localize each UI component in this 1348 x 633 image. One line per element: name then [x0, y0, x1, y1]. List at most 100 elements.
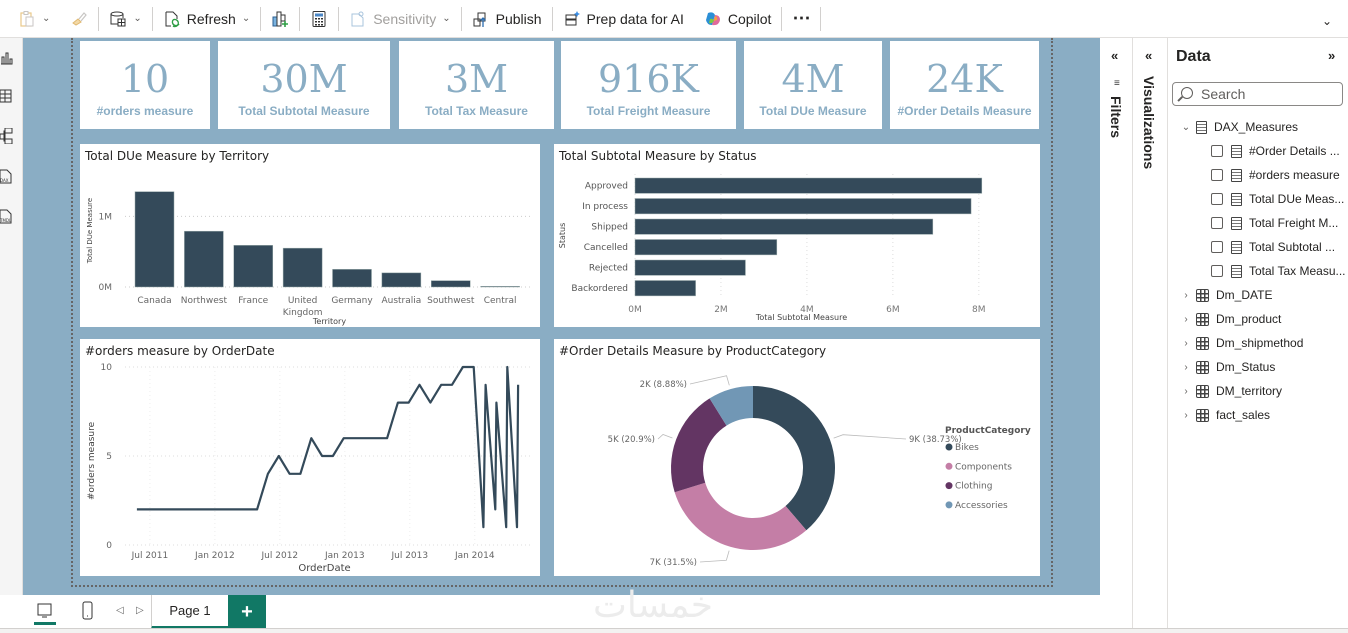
svg-text:DAX: DAX	[0, 178, 9, 183]
line-chart: 0 5 10 Jul 2011 Jan 2012 Jul 2012 Jan 2013 Jul …	[87, 363, 530, 574]
visual-order-details-by-category[interactable]: #Order Details Measure by ProductCategor…	[554, 339, 1040, 576]
kpi-card-subtotal[interactable]: 30M Total Subtotal Measure	[218, 41, 390, 129]
tree-table-item[interactable]: › Dm_product	[1180, 307, 1281, 331]
bar	[480, 286, 520, 288]
collapse-data-icon[interactable]: »	[1328, 48, 1336, 63]
kpi-card-freight[interactable]: 916K Total Freight Measure	[561, 41, 736, 129]
prep-data-label: Prep data for AI	[586, 10, 684, 27]
tree-measure-item[interactable]: Total Subtotal ...	[1211, 235, 1335, 259]
chevron-right-icon[interactable]: ›	[1184, 361, 1188, 373]
measure-name: Total Tax Measu...	[1249, 264, 1346, 278]
toolbar-separator	[781, 6, 783, 31]
mobile-layout-icon[interactable]	[81, 601, 95, 621]
sensitivity-button[interactable]: Sensitivity ⌄	[339, 0, 460, 38]
visual-title: #orders measure by OrderDate	[85, 344, 275, 358]
toolbar-separator	[338, 6, 340, 31]
publish-button[interactable]: Publish	[462, 0, 552, 38]
tree-measure-item[interactable]: #orders measure	[1211, 163, 1340, 187]
x-tick-label: Germany	[331, 296, 373, 306]
data-search-input[interactable]: Search	[1172, 82, 1343, 106]
kpi-card-due[interactable]: 4M Total DUe Measure	[744, 41, 882, 129]
y-tick-label: Shipped	[591, 223, 628, 233]
tree-table-item[interactable]: › Dm_DATE	[1180, 283, 1272, 307]
report-view-icon[interactable]	[0, 50, 14, 66]
kpi-card-orders[interactable]: 10 #orders measure	[80, 41, 210, 129]
donut-slice	[671, 398, 727, 493]
x-tick-label: Jan 2012	[194, 551, 235, 561]
database-table-icon	[110, 11, 126, 26]
table-name: DAX_Measures	[1214, 120, 1299, 134]
prep-data-for-ai-button[interactable]: Prep data for AI	[553, 0, 694, 38]
field-checkbox[interactable]	[1211, 265, 1223, 277]
ribbon-expand-icon[interactable]: ⌄	[1321, 14, 1332, 28]
table-icon	[1196, 312, 1209, 326]
visualizations-pane: « Visualizations	[1133, 38, 1168, 633]
kpi-label: #Order Details Measure	[897, 104, 1032, 118]
toolbar-separator	[820, 6, 822, 31]
field-checkbox[interactable]	[1211, 217, 1223, 229]
copilot-button[interactable]: Copilot	[694, 0, 782, 38]
field-checkbox[interactable]	[1211, 241, 1223, 253]
leader-line	[699, 550, 730, 563]
collapse-filters-icon[interactable]: «	[1111, 48, 1119, 63]
tree-measure-item[interactable]: Total Tax Measu...	[1211, 259, 1346, 283]
chevron-right-icon[interactable]: ›	[1184, 409, 1188, 421]
y-tick-label: 10	[101, 363, 113, 373]
paste-button[interactable]: ⌄	[8, 0, 60, 38]
tree-measure-item[interactable]: Total Freight M...	[1211, 211, 1338, 235]
bar-chart: 0M 2M 4M 6M 8M Approved In process Shipped Cance…	[558, 174, 986, 322]
transform-data-button[interactable]: ⌄	[99, 0, 151, 38]
new-visual-button[interactable]	[261, 0, 299, 38]
format-painter-button[interactable]	[60, 0, 98, 38]
visual-orders-by-date[interactable]: #orders measure by OrderDate 0 5 10 Jul 201…	[80, 339, 540, 576]
chevron-right-icon[interactable]: ›	[1184, 289, 1188, 301]
desktop-layout-icon[interactable]	[36, 602, 54, 620]
kpi-card-order-details[interactable]: 24K #Order Details Measure	[890, 41, 1039, 129]
active-layout-indicator	[34, 622, 56, 625]
collapse-visualizations-icon[interactable]: «	[1145, 48, 1153, 63]
series-line	[136, 365, 520, 529]
tree-table-dax-measures[interactable]: ⌄ DAX_Measures	[1180, 115, 1298, 139]
field-checkbox[interactable]	[1211, 145, 1223, 157]
field-checkbox[interactable]	[1211, 169, 1223, 181]
tree-measure-item[interactable]: #Order Details ...	[1211, 139, 1340, 163]
dax-query-view-icon[interactable]: DAX	[0, 168, 14, 184]
filters-label[interactable]: Filters	[1108, 96, 1124, 139]
page-tab-label: Page 1	[169, 603, 211, 618]
table-view-icon[interactable]	[0, 88, 14, 104]
measure-icon	[1231, 240, 1242, 254]
table-name: Dm_DATE	[1216, 288, 1273, 302]
visual-subtotal-by-status[interactable]: Total Subtotal Measure by Status 0M 2M 4M 6…	[554, 144, 1040, 327]
previous-page-icon[interactable]: ◁	[116, 605, 124, 616]
visualizations-label[interactable]: Visualizations	[1141, 76, 1157, 170]
field-checkbox[interactable]	[1211, 193, 1223, 205]
visual-due-by-territory[interactable]: Total DUe Measure by Territory 0M 1M Canad…	[80, 144, 540, 327]
page-navigation-bar: ◁ ▷ Page 1 + خمسات	[23, 585, 1100, 633]
kpi-card-tax[interactable]: 3M Total Tax Measure	[399, 41, 554, 129]
chevron-right-icon[interactable]: ›	[1184, 313, 1188, 325]
more-options-button[interactable]: ⋯	[782, 0, 820, 38]
tree-table-item[interactable]: › fact_sales	[1180, 403, 1270, 427]
tmdl-view-icon[interactable]: TMDL	[0, 208, 14, 224]
chevron-right-icon[interactable]: ›	[1184, 337, 1188, 349]
x-tick-label: Southwest	[427, 296, 475, 306]
publish-label: Publish	[495, 10, 542, 27]
next-page-icon[interactable]: ▷	[136, 605, 144, 616]
refresh-button[interactable]: Refresh ⌄	[153, 0, 260, 38]
chevron-right-icon[interactable]: ›	[1184, 385, 1188, 397]
legend-marker	[945, 462, 953, 470]
chevron-down-icon[interactable]: ⌄	[1181, 121, 1191, 133]
tree-table-item[interactable]: › DM_territory	[1180, 379, 1282, 403]
tree-table-item[interactable]: › Dm_shipmethod	[1180, 331, 1303, 355]
new-measure-button[interactable]	[300, 0, 338, 38]
model-view-icon[interactable]	[0, 128, 14, 144]
y-tick-label: Cancelled	[584, 243, 628, 253]
tree-table-item[interactable]: › Dm_Status	[1180, 355, 1275, 379]
add-page-button[interactable]: +	[228, 595, 266, 629]
tree-measure-item[interactable]: Total DUe Meas...	[1211, 187, 1344, 211]
measure-icon	[1231, 216, 1242, 230]
page-tab-page-1[interactable]: Page 1	[151, 595, 228, 629]
donut-slice	[709, 386, 753, 426]
kpi-label: Total DUe Measure	[759, 104, 867, 118]
toolbar-separator	[299, 6, 301, 31]
